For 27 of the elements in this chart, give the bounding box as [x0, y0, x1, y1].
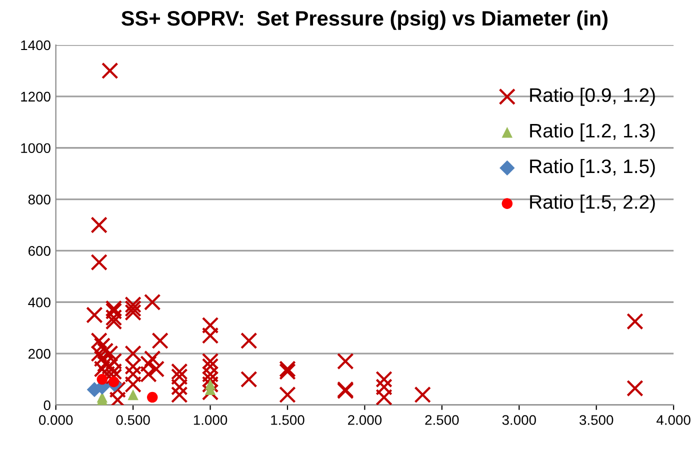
x-tick-label: 2.500 — [425, 415, 459, 425]
y-tick-label: 1200 — [21, 92, 50, 102]
x-tick-label: 2.000 — [348, 415, 382, 425]
y-tick-label: 600 — [28, 246, 50, 256]
point — [96, 374, 108, 385]
legend-label: Ratio [1.5, 2.2) — [530, 194, 655, 213]
y-tick-label: 200 — [28, 348, 50, 359]
x-tick-label: 3.500 — [580, 415, 614, 425]
x-tick-label: 0.000 — [39, 415, 73, 425]
x-tick-label: 0.500 — [116, 415, 150, 425]
point — [108, 376, 120, 388]
y-tick-label: 1400 — [21, 40, 50, 50]
y-tick-label: 400 — [28, 297, 50, 308]
x-tick-label: 3.000 — [502, 415, 536, 425]
point — [146, 392, 158, 403]
legend-label: Ratio [1.3, 1.5) — [530, 158, 655, 178]
y-tick-label: 0 — [44, 400, 50, 410]
legend-label: Ratio [1.2, 1.3) — [530, 123, 655, 142]
y-tick-label: 800 — [28, 194, 50, 204]
point — [204, 379, 216, 390]
x-tick-label: 4.000 — [656, 415, 690, 425]
y-tick-label: 1000 — [21, 143, 50, 154]
x-tick-label: 1.000 — [194, 415, 228, 425]
chart-title: SS+ SOPRV: Set Pressure (psig) vs Diameter (in) — [121, 10, 608, 30]
legend-label: Ratio [0.9, 1.2) — [530, 88, 655, 106]
point — [128, 389, 138, 400]
x-tick-label: 1.500 — [271, 415, 304, 425]
